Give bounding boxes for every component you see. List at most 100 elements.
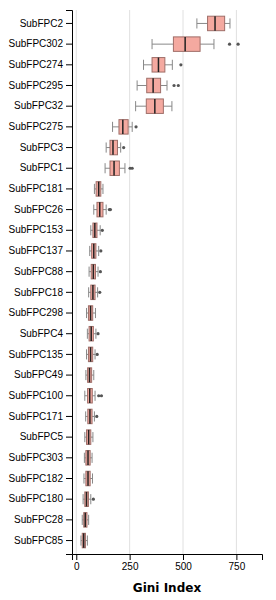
y-tick-label: SubFPC135 <box>9 349 64 360</box>
y-tick: SubFPC32 <box>14 100 72 111</box>
flier <box>109 208 112 211</box>
box-group <box>137 78 180 92</box>
y-tick: SubFPC28 <box>14 514 72 525</box>
box <box>147 78 161 92</box>
whisker-cap <box>196 18 197 28</box>
box-group <box>90 244 103 258</box>
y-tick: SubFPC274 <box>9 59 72 70</box>
box-group <box>85 389 103 403</box>
y-tick-mark <box>66 23 72 24</box>
y-tick-label: SubFPC153 <box>9 224 64 235</box>
whisker-cap <box>87 329 88 339</box>
y-tick-label: SubFPC49 <box>14 369 63 380</box>
whisker-cap <box>84 432 85 442</box>
box <box>110 140 117 154</box>
y-tick-label: SubFPC26 <box>14 204 63 215</box>
y-tick-label: SubFPC171 <box>9 411 64 422</box>
y-tick-mark <box>66 85 72 86</box>
whisker <box>105 168 110 169</box>
whisker-cap <box>95 391 96 401</box>
y-tick-label: SubFPC3 <box>20 142 64 153</box>
whisker-cap <box>172 60 173 70</box>
median <box>89 389 91 403</box>
whisker-cap <box>137 80 138 90</box>
y-tick-mark <box>66 209 72 210</box>
y-tick-mark <box>66 519 72 520</box>
median <box>98 182 100 196</box>
y-tick: SubFPC85 <box>14 535 72 546</box>
whisker-cap <box>94 184 95 194</box>
y-tick-label: SubFPC100 <box>9 390 64 401</box>
grid-line <box>183 10 184 554</box>
median <box>83 533 85 547</box>
whisker-cap <box>92 473 93 483</box>
y-tick-label: SubFPC28 <box>14 514 63 525</box>
whisker-cap <box>84 453 85 463</box>
y-tick-mark <box>66 188 72 189</box>
box <box>110 161 119 175</box>
whisker-cap <box>95 349 96 359</box>
box-group <box>86 368 94 382</box>
whisker-cap <box>83 494 84 504</box>
whisker-cap <box>100 225 101 235</box>
box <box>152 58 165 72</box>
box-group <box>136 99 172 113</box>
box-group <box>86 409 99 423</box>
box-group <box>84 451 92 465</box>
median <box>113 161 115 175</box>
whisker <box>200 44 214 45</box>
y-tick-mark <box>66 168 72 169</box>
whisker-cap <box>82 515 83 525</box>
flier <box>99 249 102 252</box>
flier <box>101 229 104 232</box>
y-tick: SubFPC275 <box>9 121 72 132</box>
y-tick-mark <box>66 478 72 479</box>
box-group <box>94 182 103 196</box>
median <box>90 326 92 340</box>
flier <box>177 84 180 87</box>
box-group <box>105 161 134 175</box>
median <box>99 202 101 216</box>
median <box>112 140 114 154</box>
flier <box>131 167 134 170</box>
x-tick: 750 <box>229 554 246 572</box>
box <box>88 347 92 361</box>
y-tick-label: SubFPC274 <box>9 59 64 70</box>
box-group <box>89 264 102 278</box>
median <box>158 58 160 72</box>
whisker-cap <box>135 101 136 111</box>
flier <box>99 270 102 273</box>
median <box>86 492 88 506</box>
y-tick: SubFPC181 <box>9 183 72 194</box>
whisker-cap <box>94 411 95 421</box>
median <box>94 223 96 237</box>
median <box>93 264 95 278</box>
box <box>92 244 96 258</box>
box <box>88 368 92 382</box>
y-tick: SubFPC171 <box>9 411 72 422</box>
whisker-cap <box>124 163 125 173</box>
y-tick-label: SubFPC137 <box>9 245 64 256</box>
whisker-cap <box>83 473 84 483</box>
flier <box>97 394 100 397</box>
box-group <box>113 120 138 134</box>
median <box>90 306 92 320</box>
y-tick: SubFPC88 <box>14 266 72 277</box>
whisker-cap <box>92 453 93 463</box>
y-tick: SubFPC182 <box>9 473 72 484</box>
whisker-cap <box>98 246 99 256</box>
whisker-cap <box>213 39 214 49</box>
median <box>154 99 156 113</box>
box-group <box>82 513 88 527</box>
box-group <box>89 285 102 299</box>
y-tick-mark <box>66 354 72 355</box>
y-tick: SubFPC1 <box>20 162 72 173</box>
y-tick-mark <box>66 64 72 65</box>
x-tick-label: 0 <box>74 561 80 572</box>
whisker-cap <box>89 246 90 256</box>
box <box>88 409 92 423</box>
whisker-cap <box>85 370 86 380</box>
flier <box>98 291 101 294</box>
whisker <box>113 126 119 127</box>
y-axis-line <box>66 11 73 555</box>
